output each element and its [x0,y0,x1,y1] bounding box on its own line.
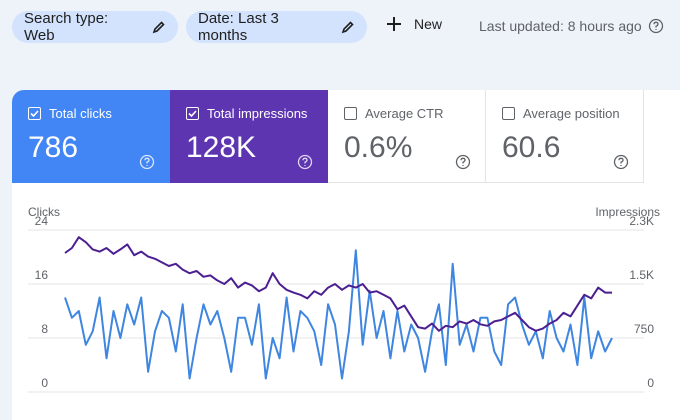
performance-panel: Total clicks 786 Total impressions 128K Aver… [12,90,680,420]
metric-value: 786 [28,131,79,164]
y2-axis-title: Impressions [595,205,660,219]
checkbox[interactable] [186,107,199,120]
metric-value: 128K [186,131,257,164]
metric-card[interactable]: Average position 60.6 [486,90,644,183]
y-tick-label: 24 [35,214,49,228]
help-icon[interactable] [648,18,664,34]
metric-value: 60.6 [502,131,561,164]
data-line [64,249,613,380]
help-icon[interactable] [455,154,471,170]
y2-tick-label: 2.3K [629,214,654,228]
checkbox[interactable] [502,107,515,120]
metric-label: Total clicks [49,106,112,121]
y-tick-label: 16 [35,268,49,282]
help-icon[interactable] [139,154,155,170]
y2-tick-label: 1.5K [629,268,654,282]
chart: Clicks Impressions 0 8 16 24 0 750 1.5K 2.3K [28,205,660,393]
filter-chip[interactable]: Date: Last 3 months [186,10,367,44]
metric-card[interactable]: Average CTR 0.6% [328,90,486,183]
new-button[interactable]: New [386,16,442,32]
last-updated-text: Last updated: 8 hours ago [479,18,642,34]
metric-label-row: Average CTR [344,106,469,121]
metric-value: 0.6% [344,131,413,164]
checkbox[interactable] [344,107,357,120]
y-tick-label: 0 [41,376,48,390]
help-icon[interactable] [613,154,629,170]
y2-tick-label: 0 [647,376,654,390]
filter-label: Search type: Web [24,10,109,44]
metric-card[interactable]: Total clicks 786 [12,90,170,183]
metric-card[interactable]: Total impressions 128K [170,90,328,183]
y-tick-label: 8 [41,322,48,336]
check-mark [188,110,197,118]
data-line [64,236,612,332]
filter-label: Date: Last 3 months [198,10,279,44]
edit-icon [341,21,354,34]
new-label: New [414,16,443,32]
metric-label: Average CTR [365,106,444,121]
checkbox[interactable] [28,107,41,120]
metric-label-row: Total impressions [186,106,311,121]
y2-tick-label: 750 [634,322,654,336]
metric-label-row: Total clicks [28,106,153,121]
page: Search type: Web Date: Last 3 months New… [12,10,680,420]
check-mark [30,110,39,118]
help-icon[interactable] [297,154,313,170]
y-axis-title: Clicks [28,205,60,219]
edit-icon [152,21,165,34]
last-updated: Last updated: 8 hours ago [479,18,664,34]
filter-chip[interactable]: Search type: Web [12,10,178,44]
metric-label-row: Average position [502,106,627,121]
plus-icon [387,17,401,31]
metric-label: Average position [523,106,620,121]
metric-label: Total impressions [207,106,308,121]
